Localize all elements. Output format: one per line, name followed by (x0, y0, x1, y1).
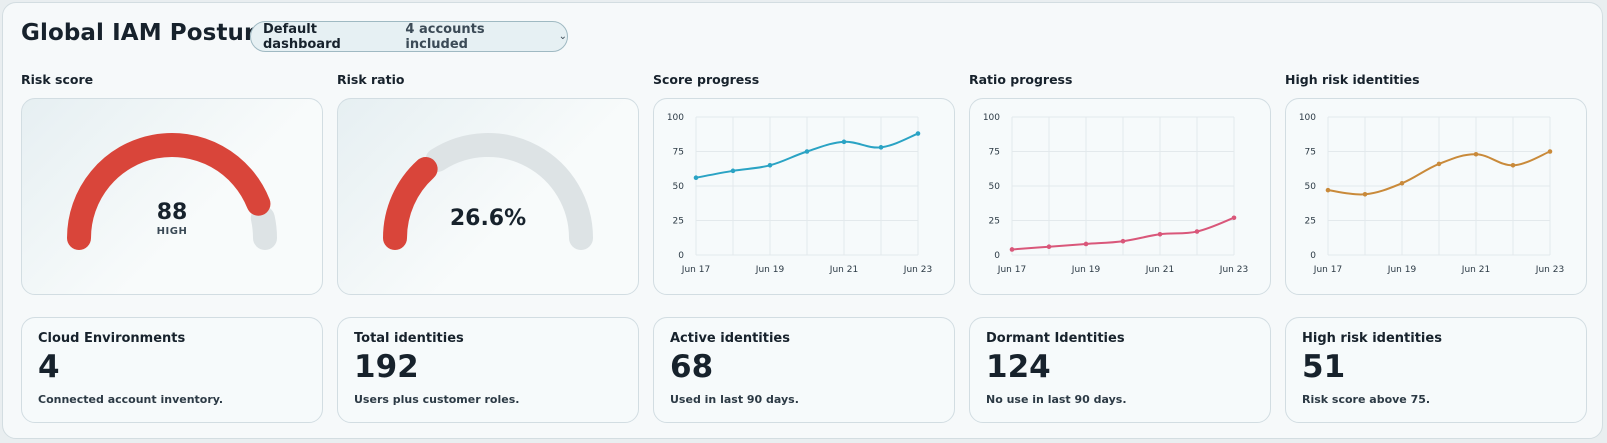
section-label-risk-score: Risk score (21, 72, 94, 87)
data-point[interactable] (915, 131, 921, 136)
chevron-down-icon: ⌄ (558, 31, 567, 42)
data-point[interactable] (1083, 241, 1089, 247)
data-point[interactable] (1046, 244, 1052, 250)
y-tick-label: 25 (1305, 217, 1316, 227)
y-tick-label: 50 (1305, 182, 1317, 192)
y-tick-label: 75 (1305, 148, 1316, 158)
stat-card-cloud-environments[interactable]: Cloud Environments 4 Connected account i… (21, 317, 323, 423)
x-tick-label: Jun 23 (903, 265, 932, 275)
section-label-risk-ratio: Risk ratio (337, 72, 405, 87)
stat-description: No use in last 90 days. (986, 393, 1127, 406)
stat-description: Used in last 90 days. (670, 393, 799, 406)
stat-card-high-risk-identities[interactable]: High risk identities 51 Risk score above… (1285, 317, 1587, 423)
data-point[interactable] (1436, 161, 1442, 167)
section-label-score-progress: Score progress (653, 72, 760, 87)
x-tick-label: Jun 23 (1219, 265, 1248, 275)
page-title: Global IAM Posture (21, 20, 272, 46)
y-tick-label: 50 (989, 182, 1001, 192)
stat-title: Active identities (670, 331, 790, 346)
data-point[interactable] (1194, 229, 1200, 234)
stat-card-dormant-identities[interactable]: Dormant Identities 124 No use in last 90… (969, 317, 1271, 423)
y-tick-label: 100 (1299, 113, 1316, 123)
y-tick-label: 50 (673, 182, 685, 192)
stat-value: 68 (670, 349, 714, 385)
section-label-high-risk-identities: High risk identities (1285, 72, 1420, 87)
data-point[interactable] (693, 175, 699, 181)
y-tick-label: 25 (673, 217, 684, 227)
data-point[interactable] (1325, 187, 1331, 193)
data-point[interactable] (1120, 238, 1126, 244)
data-point[interactable] (730, 168, 736, 174)
risk-score-value: 88 (156, 200, 188, 225)
y-tick-label: 75 (673, 148, 684, 158)
risk-ratio-gauge-track (425, 133, 593, 250)
risk-score-gauge (67, 133, 277, 250)
data-point[interactable] (841, 139, 847, 145)
high-risk-identities-chart: 0 25 50 75 100 Jun 17 Jun 19 Jun 21 Jun 23 (1299, 113, 1564, 275)
risk-ratio-value: 26.6% (449, 206, 527, 231)
data-point[interactable] (804, 149, 810, 154)
risk-ratio-gauge (383, 133, 593, 250)
data-point[interactable] (1157, 232, 1163, 237)
data-point[interactable] (1547, 149, 1553, 154)
risk-score-gauge-track (250, 205, 277, 250)
stat-title: Cloud Environments (38, 331, 186, 346)
ratio-progress-chart: 0 25 50 75 100 Jun 17 Jun 19 Jun 21 Jun 23 (983, 113, 1248, 275)
data-point[interactable] (1009, 247, 1015, 252)
x-tick-label: Jun 21 (1461, 265, 1490, 275)
high-risk-identities-chart-card[interactable]: 0 25 50 75 100 Jun 17 Jun 19 Jun 21 Jun 23 (1285, 98, 1587, 295)
stat-card-active-identities[interactable]: Active identities 68 Used in last 90 day… (653, 317, 955, 423)
dashboard-selector[interactable]: Default dashboard 4 accounts included ⌄ (250, 21, 568, 52)
x-tick-label: Jun 19 (755, 265, 785, 275)
x-tick-label: Jun 17 (1313, 265, 1342, 275)
y-tick-label: 25 (989, 217, 1000, 227)
stat-value: 4 (38, 349, 60, 385)
data-point[interactable] (1510, 163, 1516, 168)
data-point[interactable] (878, 145, 884, 150)
data-point[interactable] (1399, 180, 1405, 186)
x-tick-label: Jun 17 (681, 265, 710, 275)
stat-description: Risk score above 75. (1302, 393, 1431, 406)
x-tick-label: Jun 23 (1535, 265, 1564, 275)
stat-title: High risk identities (1302, 331, 1442, 346)
stat-value: 51 (1302, 349, 1346, 385)
score-progress-chart: 0 25 50 75 100 Jun 17 Jun 19 Jun 21 Jun 23 (667, 113, 932, 275)
x-tick-label: Jun 19 (1387, 265, 1417, 275)
x-tick-label: Jun 21 (1145, 265, 1174, 275)
y-tick-label: 100 (983, 113, 1000, 123)
section-label-ratio-progress: Ratio progress (969, 72, 1073, 87)
stat-description: Connected account inventory. (38, 393, 224, 406)
stat-value: 192 (354, 349, 419, 385)
risk-score-card[interactable]: 88 HIGH (21, 98, 323, 295)
data-point[interactable] (1362, 191, 1368, 197)
ratio-progress-card[interactable]: 0 25 50 75 100 Jun 17 Jun 19 Jun 21 Jun 23 (969, 98, 1271, 295)
y-tick-label: 0 (994, 251, 1000, 261)
risk-score-level: HIGH (156, 226, 188, 237)
data-point[interactable] (1473, 151, 1479, 157)
data-point[interactable] (767, 163, 773, 168)
stat-value: 124 (986, 349, 1051, 385)
dashboard-accounts-count: 4 accounts included (405, 21, 485, 52)
y-tick-label: 75 (989, 148, 1000, 158)
y-tick-label: 0 (678, 251, 684, 261)
data-point[interactable] (1231, 215, 1237, 221)
dashboard-name: Default dashboard (263, 21, 341, 52)
stat-title: Total identities (354, 331, 464, 346)
y-tick-label: 0 (1310, 251, 1316, 261)
stat-description: Users plus customer roles. (354, 393, 520, 406)
stat-card-total-identities[interactable]: Total identities 192 Users plus customer… (337, 317, 639, 423)
x-tick-label: Jun 17 (997, 265, 1026, 275)
y-tick-label: 100 (667, 113, 684, 123)
score-progress-card[interactable]: 0 25 50 75 100 Jun 17 Jun 19 Jun 21 Jun 23 (653, 98, 955, 295)
stat-title: Dormant Identities (986, 331, 1125, 346)
risk-ratio-gauge-fill (383, 157, 438, 250)
x-tick-label: Jun 19 (1071, 265, 1101, 275)
risk-ratio-card[interactable]: 26.6% (337, 98, 639, 295)
risk-score-gauge-fill (67, 133, 271, 250)
x-tick-label: Jun 21 (829, 265, 858, 275)
